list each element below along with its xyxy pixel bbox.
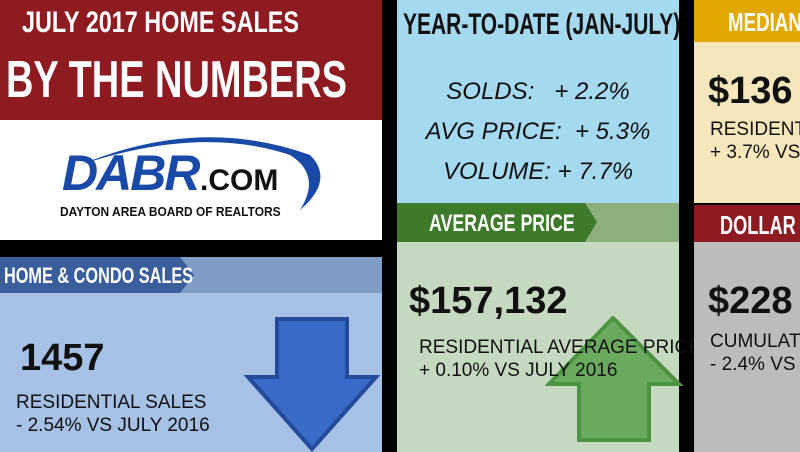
title-line1: JULY 2017 HOME SALES <box>22 6 300 39</box>
median-header: MEDIAN P <box>728 7 800 37</box>
sales-change: - 2.54% VS JULY 2016 <box>16 415 210 436</box>
avg-panel: $157,132 RESIDENTIAL AVERAGE PRICE + 0.1… <box>397 242 701 452</box>
avg-value: $157,132 <box>409 280 568 322</box>
avg-header: AVERAGE PRICE <box>429 210 575 237</box>
avg-change: + 0.10% VS JULY 2016 <box>419 360 618 381</box>
avg-label: RESIDENTIAL AVERAGE PRICE <box>419 337 701 358</box>
sales-label: RESIDENTIAL SALES <box>16 392 207 413</box>
sales-header: HOME & CONDO SALES <box>4 263 194 288</box>
ytd-row: AVG PRICE: + 5.3% <box>425 118 651 145</box>
title-line2: BY THE NUMBERS <box>6 51 347 109</box>
ytd-row: SOLDS: + 2.2% <box>446 78 630 105</box>
median-value: $136 <box>708 70 793 112</box>
median-header-bar: MEDIAN P <box>694 0 800 42</box>
title-banner: JULY 2017 HOME SALES BY THE NUMBERS <box>0 0 382 120</box>
ytd-row: VOLUME: + 7.7% <box>442 158 634 185</box>
up-arrow-icon <box>545 316 683 442</box>
volume-header-bar: DOLLAR VO <box>694 205 800 242</box>
logo-suffix: .COM <box>200 164 279 197</box>
volume-change: - 2.4% VS <box>710 354 796 375</box>
sales-value: 1457 <box>20 337 105 379</box>
logo-panel: DABR .COM DAYTON AREA BOARD OF REALTORS <box>0 120 382 240</box>
logo-main: DABR <box>62 145 200 201</box>
volume-value: $228 <box>708 280 793 322</box>
down-arrow-icon <box>244 317 380 452</box>
ytd-panel: YEAR-TO-DATE (JAN-JULY) SOLDS: + 2.2% AV… <box>397 0 681 203</box>
median-label: RESIDENTI <box>710 119 800 140</box>
sales-header-bar: HOME & CONDO SALES <box>0 257 382 293</box>
volume-header: DOLLAR VO <box>720 210 800 240</box>
volume-label: CUMULAT <box>710 331 800 352</box>
ytd-header: YEAR-TO-DATE (JAN-JULY) <box>403 8 681 41</box>
volume-panel: $228 CUMULAT - 2.4% VS <box>694 242 800 452</box>
avg-header-bar: AVERAGE PRICE <box>397 203 679 242</box>
sales-panel: 1457 RESIDENTIAL SALES - 2.54% VS JULY 2… <box>0 293 382 452</box>
median-change: + 3.7% VS <box>710 142 800 163</box>
median-panel: $136 RESIDENTI + 3.7% VS <box>694 42 800 203</box>
logo-tagline: DAYTON AREA BOARD OF REALTORS <box>60 204 281 219</box>
